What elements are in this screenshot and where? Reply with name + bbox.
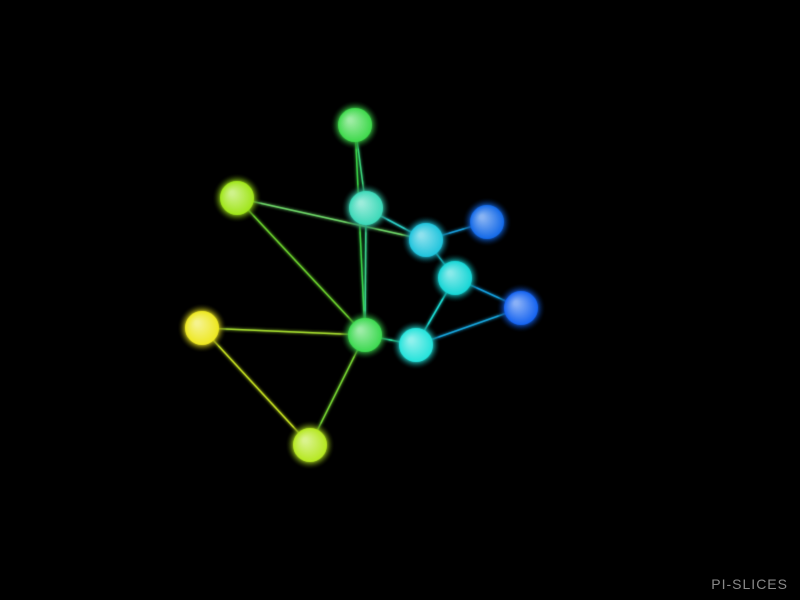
watermark-text: PI-SLICES	[711, 576, 788, 592]
network-graph	[0, 0, 800, 600]
